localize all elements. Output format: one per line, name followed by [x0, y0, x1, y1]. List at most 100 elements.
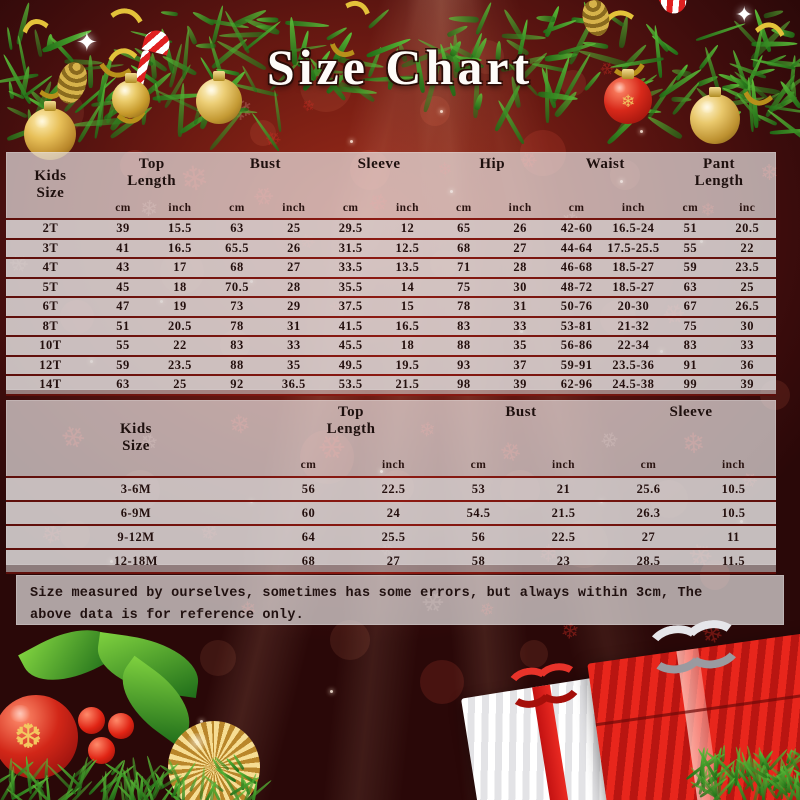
bokeh-circle [200, 640, 236, 676]
table-cell: 22.5 [521, 526, 606, 548]
table-cell: 68 [209, 259, 266, 277]
sparkle [690, 700, 693, 703]
table-row: 9-12M 64 25.5 56 22.5 27 11 [6, 526, 776, 548]
group-header-hip: Hip [436, 152, 549, 198]
table-cell: 12 [379, 220, 436, 238]
table-cell: 11.5 [691, 550, 776, 572]
table-cell: 70.5 [209, 279, 266, 297]
row-size-label: 12T [6, 357, 95, 375]
table-cell: 16.5 [379, 318, 436, 336]
group-header-bust: Bust [209, 152, 323, 198]
table-cell: 22-34 [605, 337, 662, 355]
snowflake-icon: ❄ [120, 110, 134, 127]
unit-header: cm [606, 454, 691, 476]
sparkle [350, 140, 353, 143]
table-cell: 16.5 [151, 240, 208, 258]
table-cell: 24.5-38 [605, 376, 662, 394]
table-cell: 19.5 [379, 357, 436, 375]
table-cell: 13.5 [379, 259, 436, 277]
table-cell: 37.5 [322, 298, 379, 316]
table-cell: 49.5 [322, 357, 379, 375]
table-cell: 58 [436, 550, 521, 572]
row-size-label: 14T [6, 376, 95, 394]
table-cell: 78 [209, 318, 266, 336]
table-cell: 18.5-27 [605, 279, 662, 297]
table-cell: 53-81 [549, 318, 605, 336]
table-cell: 54.5 [436, 502, 521, 524]
unit-header: inch [151, 198, 208, 218]
table-cell: 63 [209, 220, 266, 238]
table-cell: 88 [436, 337, 492, 355]
row-size-label: 5T [6, 279, 95, 297]
table-unit-header-row: cm inch cm inch cm inch cm inch cm inch cm inc [6, 198, 776, 218]
table-cell: 44-64 [549, 240, 605, 258]
table-cell: 22 [151, 337, 208, 355]
table-cell: 10.5 [691, 502, 776, 524]
row-size-label: 6T [6, 298, 95, 316]
table-cell: 53.5 [322, 376, 379, 394]
table-row: 12T 59 23.5 88 35 49.5 19.5 93 37 59-91 23.5-36 91 3… [6, 357, 776, 375]
table-cell: 75 [662, 318, 718, 336]
table-cell: 28 [492, 259, 549, 277]
table-cell: 50-76 [549, 298, 605, 316]
table-cell: 39 [492, 376, 549, 394]
table-row: 14T 63 25 92 36.5 53.5 21.5 98 39 62-96 24.5-38 99 3… [6, 376, 776, 394]
bokeh-circle [520, 640, 548, 668]
table-cell: 45 [95, 279, 151, 297]
table-cell: 16.5-24 [605, 220, 662, 238]
table-cell: 31 [265, 318, 322, 336]
table-cell: 60 [266, 502, 351, 524]
group-header-top-length: Top Length [95, 152, 209, 198]
table-row: 10T 55 22 83 33 45.5 18 88 35 56-86 22-34 83 33 [6, 337, 776, 355]
table-row: 3-6M 56 22.5 53 21 25.6 10.5 [6, 478, 776, 500]
table-cell: 25 [719, 279, 776, 297]
unit-header: inch [379, 198, 436, 218]
main-size-table: Kids Size Top Length Bust Sleeve Hip Waist Pant L… [6, 152, 776, 396]
group-header-bust: Bust [436, 400, 606, 454]
table-cell: 27 [265, 259, 322, 277]
table-cell: 18.5-27 [605, 259, 662, 277]
unit-header: cm [209, 198, 266, 218]
unit-header: inch [265, 198, 322, 218]
table-cell: 59-91 [549, 357, 605, 375]
table-cell: 25 [151, 376, 208, 394]
table-cell: 75 [436, 279, 492, 297]
table-row: 5T 45 18 70.5 28 35.5 14 75 30 48-72 18.5-27 63 25 [6, 279, 776, 297]
group-header-pant-length: Pant Length [662, 152, 776, 198]
table-cell: 71 [436, 259, 492, 277]
unit-header: cm [436, 198, 492, 218]
bokeh-circle [740, 700, 770, 730]
table-cell: 48-72 [549, 279, 605, 297]
table-cell: 43 [95, 259, 151, 277]
table-cell: 33 [265, 337, 322, 355]
row-divider [6, 394, 776, 396]
table-group-header-row: Kids Size Top Length Bust Sleeve [6, 400, 776, 454]
table-cell: 15 [379, 298, 436, 316]
table-row: 3T 41 16.5 65.5 26 31.5 12.5 68 27 44-64 17.5-25.5… [6, 240, 776, 258]
table-cell: 65 [436, 220, 492, 238]
sparkle [330, 690, 333, 693]
table-cell: 15.5 [151, 220, 208, 238]
table-cell: 56 [266, 478, 351, 500]
table-cell: 25 [265, 220, 322, 238]
table-cell: 23.5-36 [605, 357, 662, 375]
table-row: 6T 47 19 73 29 37.5 15 78 31 50-76 20-30 67 26.5 [6, 298, 776, 316]
table-cell: 20-30 [605, 298, 662, 316]
group-header-top-length: Top Length [266, 400, 436, 454]
table-cell: 26.3 [606, 502, 691, 524]
table-cell: 68 [266, 550, 351, 572]
table-cell: 17 [151, 259, 208, 277]
table-cell: 23 [521, 550, 606, 572]
unit-header: cm [322, 198, 379, 218]
infant-size-table: Kids Size Top Length Bust Sleeve cm inch cm inch c… [6, 400, 776, 574]
table-cell: 36.5 [265, 376, 322, 394]
table-cell: 33 [719, 337, 776, 355]
table-cell: 39 [719, 376, 776, 394]
row-size-label: 12-18M [6, 550, 266, 572]
table-cell: 59 [95, 357, 151, 375]
table-cell: 46-68 [549, 259, 605, 277]
table-cell: 31 [492, 298, 549, 316]
table-cell: 47 [95, 298, 151, 316]
table-cell: 29.5 [322, 220, 379, 238]
table-cell: 68 [436, 240, 492, 258]
